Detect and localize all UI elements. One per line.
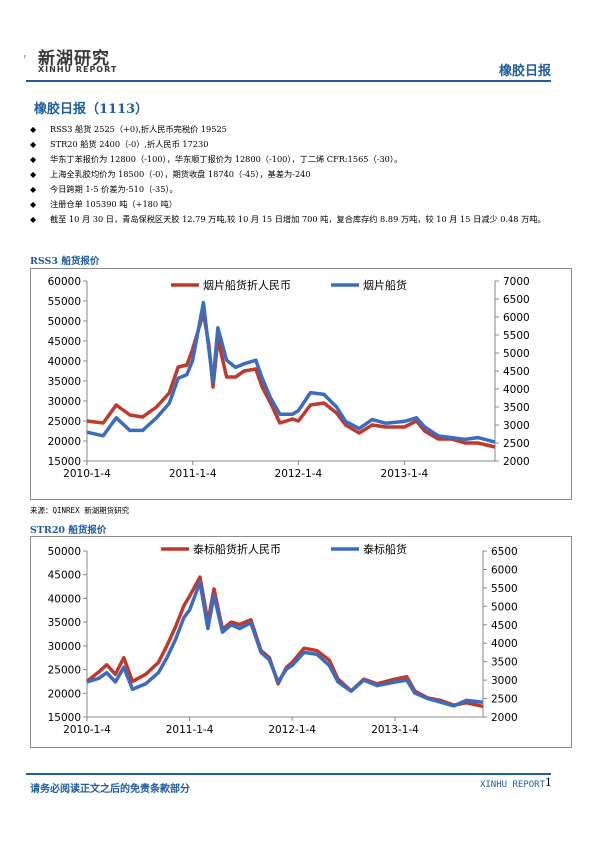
- list-item-text: 华东丁苯报价为 12800（-100），华东顺丁报价为 12800（-100），…: [50, 154, 403, 164]
- list-item: ◆ STR20 船货 2400（-0）,折人民币 17230: [30, 137, 570, 152]
- list-item-text: STR20 船货 2400（-0）,折人民币 17230: [50, 139, 209, 149]
- y-tick-label-right: 5500: [503, 330, 530, 342]
- logo-chinese: 新湖研究: [38, 49, 110, 69]
- diamond-bullet-icon: ◆: [30, 140, 37, 149]
- y-tick-label-right: 4000: [503, 384, 530, 396]
- series-line-usd: [86, 580, 484, 708]
- diamond-bullet-icon: ◆: [30, 125, 37, 134]
- y-tick-label-left: 45000: [48, 336, 81, 348]
- y-tick-label-right: 3000: [503, 420, 530, 432]
- y-tick-label-left: 20000: [48, 688, 81, 700]
- y-tick-label-left: 35000: [48, 617, 81, 629]
- page-number: 1: [545, 776, 552, 789]
- y-tick-label-left: 30000: [48, 396, 81, 408]
- y-tick-label-right: 6500: [491, 546, 518, 558]
- list-item-text: 注册仓单 105390 吨（+180 吨）: [50, 199, 178, 209]
- y-tick-label-left: 50000: [48, 316, 81, 328]
- diamond-bullet-icon: ◆: [30, 215, 37, 224]
- rss3-price-chart: 15000 20000 25000 30000 35000 40000 45000 50000…: [48, 276, 530, 480]
- logo-english: XINHU REPORT: [38, 65, 118, 74]
- y-tick-label-right: 2500: [503, 438, 530, 450]
- str20-chart-frame: 15000 20000 25000 30000 35000 40000 45000 50000…: [30, 536, 572, 748]
- document-title: 橡胶日报（1113）: [34, 102, 149, 117]
- y-tick-label-left: 60000: [48, 276, 81, 288]
- x-tick-label: 2010-1-4: [63, 468, 111, 480]
- y-tick-label-right: 3000: [491, 675, 518, 687]
- x-tick-label: 2012-1-4: [268, 724, 316, 736]
- x-tick-label: 2012-1-4: [275, 468, 323, 480]
- list-item-text: 截至 10 月 30 日，青岛保税区天胶 12.79 万吨,较 10 月 15 …: [50, 214, 546, 224]
- list-item-text: 今日跨期 1-5 价差为-510（-35）。: [50, 184, 178, 194]
- y-tick-label-right: 2000: [491, 712, 518, 724]
- list-item: ◆ RSS3 船货 2525（+0),折人民币完税价 19525: [30, 122, 570, 137]
- list-item: ◆ 今日跨期 1-5 价差为-510（-35）。: [30, 182, 570, 197]
- legend-label: 泰标船货折人民币: [193, 542, 281, 556]
- y-tick-label-right: 5000: [503, 348, 530, 360]
- diamond-bullet-icon: ◆: [30, 200, 37, 209]
- y-tick-label-left: 15000: [48, 712, 81, 724]
- y-tick-label-right: 3500: [491, 657, 518, 669]
- y-tick-label-right: 3500: [503, 402, 530, 414]
- y-tick-label-left: 45000: [48, 570, 81, 582]
- rss3-chart-frame: 15000 20000 25000 30000 35000 40000 45000 50000…: [30, 268, 572, 500]
- y-tick-label-left: 35000: [48, 376, 81, 388]
- y-tick-label-right: 6000: [503, 312, 530, 324]
- y-tick-label-left: 30000: [48, 641, 81, 653]
- y-tick-label-left: 50000: [48, 546, 81, 558]
- xinhu-logo-icon: [24, 55, 26, 59]
- list-item-text: RSS3 船货 2525（+0),折人民币完税价 19525: [50, 124, 227, 134]
- header-divider: [26, 80, 551, 82]
- header-section-title: 橡胶日报: [498, 64, 551, 79]
- y-tick-label-left: 40000: [48, 593, 81, 605]
- chart-source: 来源：QINREX 新湖期货研究: [30, 506, 130, 515]
- x-tick-label: 2011-1-4: [169, 468, 217, 480]
- series-line-cny: [86, 311, 496, 449]
- str20-price-chart: 15000 20000 25000 30000 35000 40000 45000 50000…: [48, 542, 518, 736]
- summary-list: ◆ RSS3 船货 2525（+0),折人民币完税价 19525 ◆ STR20 船…: [30, 122, 570, 227]
- y-tick-label-right: 4000: [491, 638, 518, 650]
- section-heading-rss3: RSS3 船货报价: [30, 256, 100, 267]
- y-tick-label-right: 5000: [491, 601, 518, 613]
- list-item-text: 上海全乳胶均价为 18500（-0），期货收盘 18740（-45），基差为-2…: [50, 169, 311, 179]
- y-tick-label-left: 20000: [48, 436, 81, 448]
- list-item: ◆ 注册仓单 105390 吨（+180 吨）: [30, 197, 570, 212]
- y-tick-label-right: 4500: [503, 366, 530, 378]
- y-tick-label-left: 40000: [48, 356, 81, 368]
- footer-brand: XINHU REPORT: [479, 780, 545, 790]
- footer-disclaimer: 请务必阅读正文之后的免责条款部分: [30, 784, 190, 795]
- series-line-cny: [85, 575, 484, 709]
- series-line-usd: [86, 300, 496, 444]
- diamond-bullet-icon: ◆: [30, 170, 37, 179]
- y-tick-label-right: 2000: [503, 456, 530, 468]
- legend-label: 泰标船货: [363, 542, 407, 556]
- y-tick-label-right: 4500: [491, 620, 518, 632]
- y-tick-label-right: 6500: [503, 294, 530, 306]
- y-tick-label-right: 5500: [491, 583, 518, 595]
- footer-divider: [26, 773, 551, 775]
- x-tick-label: 2010-1-4: [63, 724, 111, 736]
- list-item: ◆ 华东丁苯报价为 12800（-100），华东顺丁报价为 12800（-100）…: [30, 152, 570, 167]
- x-tick-label: 2011-1-4: [166, 724, 214, 736]
- legend-label: 烟片船货折人民币: [203, 278, 291, 292]
- legend-label: 烟片船货: [363, 278, 407, 292]
- x-tick-label: 2013-1-4: [381, 468, 429, 480]
- x-tick-label: 2013-1-4: [371, 724, 419, 736]
- y-tick-label-left: 15000: [48, 456, 81, 468]
- diamond-bullet-icon: ◆: [30, 155, 37, 164]
- y-tick-label-left: 25000: [48, 416, 81, 428]
- y-tick-label-right: 6000: [491, 564, 518, 576]
- diamond-bullet-icon: ◆: [30, 185, 37, 194]
- list-item: ◆ 上海全乳胶均价为 18500（-0），期货收盘 18740（-45），基差为-…: [30, 167, 570, 182]
- y-tick-label-right: 2500: [491, 694, 518, 706]
- y-tick-label-left: 25000: [48, 665, 81, 677]
- section-heading-str20: STR20 船货报价: [30, 525, 107, 536]
- y-tick-label-left: 55000: [48, 296, 81, 308]
- y-tick-label-right: 7000: [503, 276, 530, 288]
- list-item: ◆ 截至 10 月 30 日，青岛保税区天胶 12.79 万吨,较 10 月 15…: [30, 212, 570, 227]
